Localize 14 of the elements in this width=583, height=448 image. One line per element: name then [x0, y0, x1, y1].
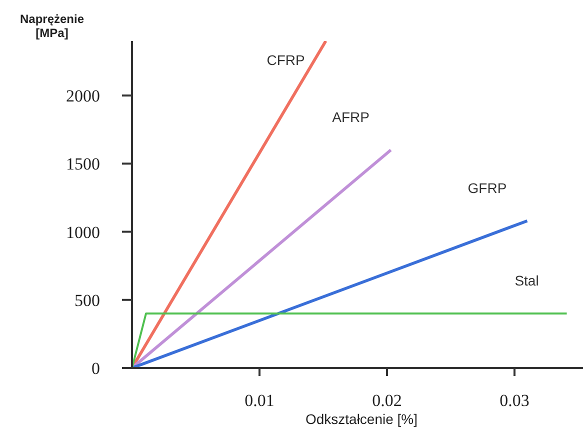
y-tick-label: 500 — [74, 290, 100, 310]
series-label: CFRP — [266, 52, 305, 68]
y-tick-label: 0 — [92, 359, 100, 378]
y-tick-label: 1000 — [66, 222, 100, 242]
y-axis-title: Naprężenie [MPa] — [18, 12, 86, 40]
x-tick-label: 0.03 — [500, 391, 530, 410]
y-tick-label: 2000 — [66, 86, 100, 106]
x-tick-label: 0.02 — [372, 391, 402, 410]
series-label: Stal — [514, 272, 539, 288]
text: GFRP — [468, 180, 507, 196]
text: AFRP — [332, 109, 370, 125]
x-tick-label: 0.01 — [244, 391, 274, 410]
y-tick-label: 1500 — [66, 154, 100, 174]
x-axis-title: Odkształcenie [%] — [305, 411, 418, 427]
